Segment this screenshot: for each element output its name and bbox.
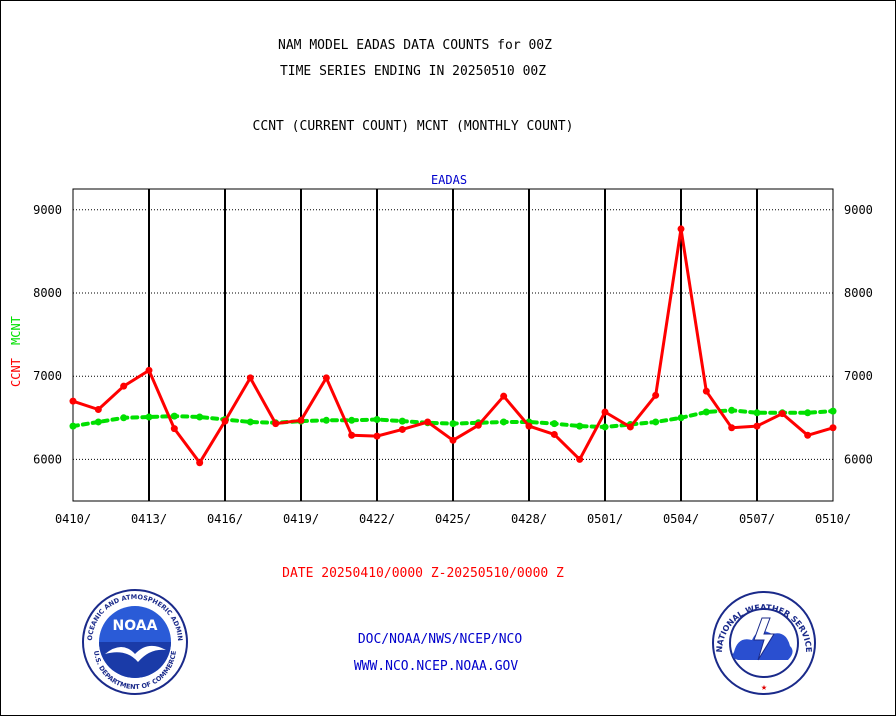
data-point-ccnt — [829, 424, 837, 432]
x-tick-label: 0410/ — [55, 512, 91, 526]
data-point-mcnt — [196, 413, 204, 421]
data-point-mcnt — [804, 409, 812, 417]
data-point-ccnt — [474, 421, 482, 429]
data-point-mcnt — [728, 406, 736, 414]
data-point-ccnt — [196, 459, 204, 467]
data-point-ccnt — [145, 366, 153, 374]
data-point-mcnt — [829, 407, 837, 415]
data-point-mcnt — [398, 417, 406, 425]
nws-logo: NATIONAL WEATHER SERVICE ★ — [712, 591, 816, 695]
date-range-label: DATE 20250410/0000 Z-20250510/0000 Z — [282, 566, 564, 581]
data-point-ccnt — [652, 391, 660, 399]
title-line-1: NAM MODEL EADAS DATA COUNTS for 00Z — [278, 38, 552, 53]
data-point-ccnt — [728, 424, 736, 432]
data-point-ccnt — [626, 423, 634, 431]
x-tick-label: 0416/ — [207, 512, 243, 526]
data-point-ccnt — [601, 408, 609, 416]
data-point-mcnt — [170, 412, 178, 420]
data-point-ccnt — [677, 225, 685, 233]
grid-layer — [73, 189, 833, 501]
y-tick-label-left: 9000 — [33, 203, 62, 217]
data-point-mcnt — [322, 416, 330, 424]
data-point-mcnt — [500, 418, 508, 426]
y-tick-label-left: 7000 — [33, 369, 62, 383]
data-point-mcnt — [753, 409, 761, 417]
x-tick-label: 0422/ — [359, 512, 395, 526]
seagull-icon — [105, 645, 166, 662]
data-point-mcnt — [702, 408, 710, 416]
y-tick-label-left: 6000 — [33, 452, 62, 466]
y-axis-label-ccnt: CCNT — [9, 358, 23, 387]
data-point-mcnt — [601, 423, 609, 431]
data-point-mcnt — [246, 418, 254, 426]
title-line-2: TIME SERIES ENDING IN 20250510 00Z — [279, 64, 547, 79]
data-point-ccnt — [246, 374, 254, 382]
data-point-ccnt — [778, 410, 786, 418]
data-point-ccnt — [500, 392, 508, 400]
data-point-mcnt — [373, 415, 381, 423]
data-point-ccnt — [120, 382, 128, 390]
data-point-ccnt — [550, 430, 558, 438]
noaa-wordmark: NOAA — [113, 618, 158, 634]
data-point-ccnt — [170, 425, 178, 433]
x-tick-label: 0428/ — [511, 512, 547, 526]
y-tick-label-right: 9000 — [844, 203, 873, 217]
data-point-ccnt — [702, 387, 710, 395]
x-tick-label: 0501/ — [587, 512, 623, 526]
data-point-ccnt — [221, 417, 229, 425]
org-path-link[interactable]: DOC/NOAA/NWS/NCEP/NCO — [357, 632, 523, 647]
x-tick-label: 0425/ — [435, 512, 471, 526]
x-tick-label: 0510/ — [815, 512, 851, 526]
x-tick-label: 0419/ — [283, 512, 319, 526]
data-point-ccnt — [753, 422, 761, 430]
chart-subtitle: CCNT (CURRENT COUNT) MCNT (MONTHLY COUNT… — [252, 119, 574, 134]
x-tick-label: 0507/ — [739, 512, 775, 526]
data-point-ccnt — [297, 416, 305, 424]
data-point-ccnt — [272, 420, 280, 428]
x-tick-label: 0413/ — [131, 512, 167, 526]
data-point-ccnt — [69, 397, 77, 405]
y-tick-label-left: 8000 — [33, 286, 62, 300]
data-point-mcnt — [69, 422, 77, 430]
data-point-mcnt — [677, 414, 685, 422]
x-tick-label: 0504/ — [663, 512, 699, 526]
axis-layer: 6000 6000 7000 7000 8000 8000 9000 9000 0410/041… — [33, 188, 873, 526]
y-tick-label-right: 6000 — [844, 452, 873, 466]
y-axis-label-mcnt: MCNT — [9, 316, 23, 345]
star-icon: ★ — [761, 682, 767, 693]
data-point-mcnt — [449, 420, 457, 428]
plot-frame — [72, 188, 834, 502]
data-point-mcnt — [145, 413, 153, 421]
y-tick-label-right: 7000 — [844, 369, 873, 383]
data-point-ccnt — [804, 431, 812, 439]
data-point-ccnt — [94, 405, 102, 413]
panel-label: EADAS — [431, 173, 467, 187]
data-point-mcnt — [576, 422, 584, 430]
data-point-mcnt — [120, 414, 128, 422]
data-point-ccnt — [348, 431, 356, 439]
data-point-ccnt — [373, 432, 381, 440]
website-link[interactable]: WWW.NCO.NCEP.NOAA.GOV — [353, 659, 519, 674]
data-point-mcnt — [94, 418, 102, 426]
data-point-mcnt — [550, 420, 558, 428]
y-tick-label-right: 8000 — [844, 286, 873, 300]
data-point-ccnt — [449, 436, 457, 444]
noaa-logo: NATIONAL OCEANIC AND ATMOSPHERIC ADMINIS… — [78, 588, 188, 695]
data-point-ccnt — [322, 374, 330, 382]
data-point-mcnt — [348, 416, 356, 424]
data-point-ccnt — [424, 418, 432, 426]
series-layer — [69, 225, 837, 467]
data-point-mcnt — [652, 418, 660, 426]
data-point-ccnt — [525, 422, 533, 430]
data-point-ccnt — [398, 425, 406, 433]
data-point-ccnt — [576, 455, 584, 463]
lightning-icon — [753, 617, 775, 661]
